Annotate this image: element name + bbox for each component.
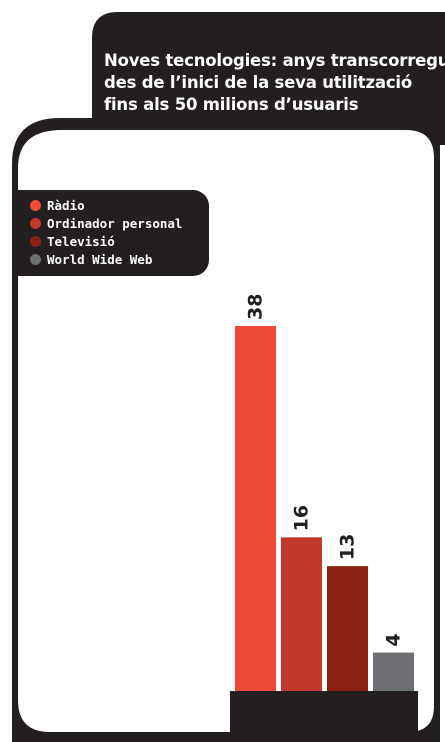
legend-item-world-wide-web: World Wide Web	[30, 250, 209, 268]
bar-1	[281, 537, 322, 691]
legend-marker	[30, 235, 41, 247]
legend-marker	[30, 217, 41, 229]
legend-marker	[30, 253, 41, 265]
legend-label: Ordinador personal	[47, 215, 183, 231]
chart-title-line-1: Noves tecnologies: anys transcorreguts	[104, 51, 445, 70]
title-tab-background	[92, 12, 445, 145]
bar-value-label-3: 4	[383, 633, 405, 646]
bar-value-label-0: 38	[245, 294, 267, 320]
legend-item-personal-computer: Ordinador personal	[30, 214, 209, 232]
bar-0	[235, 326, 276, 691]
bar-value-label-1: 16	[291, 505, 313, 531]
legend: Ràdio Ordinador personal Televisió World…	[12, 190, 209, 276]
chart-title-line-3: fins als 50 milions d’usuaris	[104, 95, 359, 114]
chart-title: Noves tecnologies: anys transcorreguts d…	[104, 50, 445, 116]
legend-label: Ràdio	[47, 197, 85, 213]
bar-2	[327, 566, 368, 691]
legend-item-television: Televisió	[30, 232, 209, 250]
legend-item-radio: Ràdio	[30, 196, 209, 214]
legend-marker	[30, 199, 41, 211]
legend-label: Televisió	[47, 233, 115, 249]
bar-3	[373, 652, 414, 691]
bar-value-label-2: 13	[337, 534, 359, 560]
legend-label: World Wide Web	[47, 251, 153, 267]
chart-title-line-2: des de l’inici de la seva utilització	[104, 73, 413, 92]
chart-base	[230, 691, 418, 742]
